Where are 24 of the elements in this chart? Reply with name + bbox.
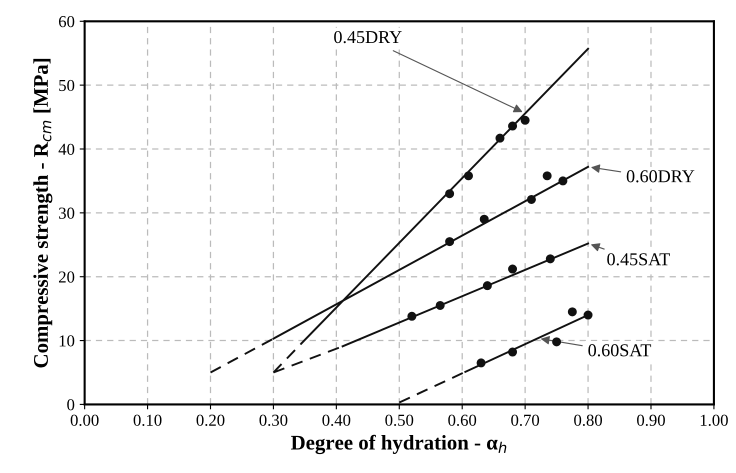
x-tick-label: 0.10 bbox=[134, 414, 162, 426]
annotation: 0.45DRY bbox=[334, 30, 402, 44]
y-tick-label: 20 bbox=[58, 271, 74, 283]
x-tick-label: 0.40 bbox=[322, 414, 350, 426]
y-axis-title: Compressive strength - R$_{cm}$ [MPa] bbox=[33, 58, 52, 368]
y-tick-label: 60 bbox=[58, 16, 74, 28]
x-tick-label: 1.00 bbox=[700, 414, 728, 426]
x-tick-label: 0.00 bbox=[70, 414, 99, 426]
x-tick-label: 0.20 bbox=[196, 414, 224, 426]
y-tick-label: 50 bbox=[59, 80, 74, 92]
annotation: 0.60SAT bbox=[588, 344, 652, 356]
y-tick-label: 30 bbox=[59, 208, 74, 219]
x-tick-label: 0.30 bbox=[259, 414, 288, 426]
x-tick-label: 0.50 bbox=[385, 414, 414, 426]
x-tick-label: 0.90 bbox=[637, 414, 665, 426]
annotation: 0.45SAT bbox=[607, 253, 670, 266]
x-axis-title: Degree of hydration - α$_{h}$ bbox=[291, 434, 506, 454]
x-tick-label: 0.60 bbox=[448, 414, 476, 426]
y-tick-label: 0 bbox=[67, 399, 74, 410]
annotation: 0.60DRY bbox=[626, 170, 694, 182]
y-tick-label: 40 bbox=[58, 144, 74, 155]
y-tick-label: 10 bbox=[60, 335, 74, 347]
x-tick-label: 0.80 bbox=[574, 414, 602, 426]
x-tick-label: 0.70 bbox=[511, 414, 540, 426]
